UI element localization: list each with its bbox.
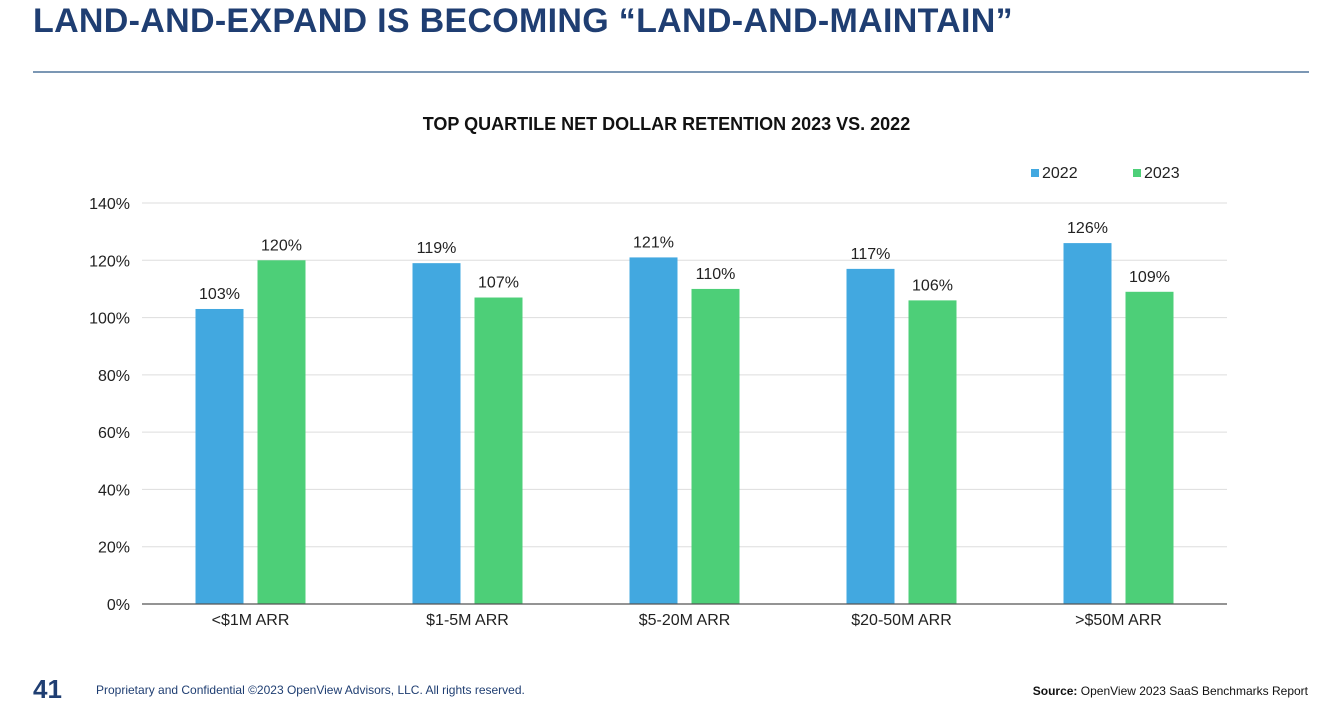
data-label: 110% [696, 266, 736, 283]
data-labels: 103% 120% 119% 107% 121% 110% 117% 106% 126% 109% [199, 220, 1170, 303]
data-label: 106% [912, 277, 953, 294]
data-label: 107% [478, 275, 519, 292]
source-note: Source: OpenView 2023 SaaS Benchmarks Re… [1033, 684, 1308, 698]
x-tick-label: $1-5M ARR [426, 612, 509, 629]
chart-title: TOP QUARTILE NET DOLLAR RETENTION 2023 V… [422, 114, 911, 134]
y-tick-label: 140% [89, 196, 130, 213]
data-label: 120% [261, 237, 302, 254]
y-tick-label: 40% [98, 482, 130, 499]
legend: 2022 2023 [1031, 165, 1180, 182]
x-tick-label: >$50M ARR [1075, 612, 1162, 629]
bar-2022-2 [629, 257, 678, 604]
bar-2023-4 [1125, 291, 1174, 604]
x-tick-label: <$1M ARR [212, 612, 290, 629]
bar-2022-4 [1063, 243, 1112, 604]
y-tick-label: 60% [98, 425, 130, 442]
bar-2022-3 [846, 268, 895, 604]
page-title: LAND-AND-EXPAND IS BECOMING “LAND-AND-MA… [33, 2, 1013, 40]
y-tick-label: 120% [89, 253, 130, 270]
bar-2022-0 [195, 308, 244, 604]
source-text: OpenView 2023 SaaS Benchmarks Report [1077, 684, 1308, 698]
legend-label: 2022 [1042, 165, 1078, 182]
y-tick-label: 0% [107, 597, 130, 614]
bar-2023-3 [908, 300, 957, 604]
bar-2023-2 [691, 288, 740, 604]
confidential-notice: Proprietary and Confidential ©2023 OpenV… [96, 683, 525, 697]
x-tick-label: $20-50M ARR [851, 612, 952, 629]
data-label: 121% [633, 234, 674, 251]
bars [195, 243, 1174, 604]
page-number: 41 [33, 674, 62, 704]
title-divider [33, 71, 1309, 73]
data-label: 119% [417, 240, 457, 257]
source-label: Source: [1032, 684, 1078, 698]
data-label: 109% [1129, 269, 1170, 286]
y-tick-label: 80% [98, 368, 130, 385]
legend-swatch [1031, 169, 1039, 177]
y-tick-label: 100% [89, 311, 130, 328]
legend-item-2022: 2022 [1031, 165, 1078, 182]
y-grid [142, 202, 1227, 548]
legend-swatch [1133, 169, 1141, 177]
data-label: 126% [1067, 220, 1108, 237]
y-axis: 0% 20% 40% 60% 80% 100% 120% 140% [89, 196, 130, 614]
data-label: 103% [199, 286, 240, 303]
data-label: 117% [851, 246, 891, 263]
bar-2023-0 [257, 260, 306, 604]
x-axis: <$1M ARR $1-5M ARR $5-20M ARR $20-50M ARR >$… [142, 603, 1227, 629]
x-tick-label: $5-20M ARR [639, 612, 731, 629]
legend-item-2023: 2023 [1133, 165, 1180, 182]
bar-2022-1 [412, 263, 461, 604]
bar-2023-1 [474, 297, 523, 604]
legend-label: 2023 [1144, 165, 1180, 182]
y-tick-label: 20% [98, 540, 130, 557]
